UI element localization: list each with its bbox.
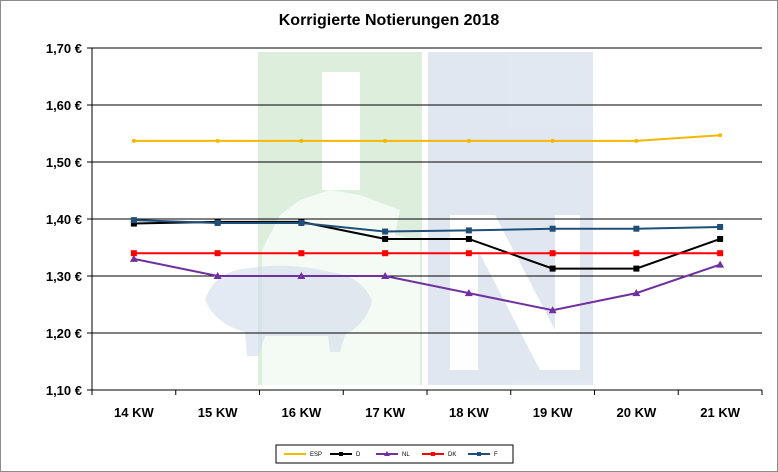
y-tick-label: 1,40 € bbox=[46, 212, 82, 227]
data-point-d bbox=[549, 265, 556, 272]
data-point-f bbox=[549, 225, 556, 232]
data-point-esp bbox=[550, 138, 555, 143]
data-point-dk bbox=[717, 250, 724, 257]
y-tick-label: 1,10 € bbox=[46, 383, 82, 398]
legend-marker bbox=[431, 452, 435, 456]
data-point-esp bbox=[299, 138, 304, 143]
x-axis-ticks: 14 KW 15 KW 16 KW 17 KW 18 KW 19 KW 20 KW 21 KW bbox=[91, 390, 763, 420]
data-point-f bbox=[633, 225, 640, 232]
legend-label-d: D bbox=[356, 452, 361, 458]
y-tick-label: 1,60 € bbox=[46, 98, 82, 113]
x-tick-label: 21 KW bbox=[700, 405, 740, 420]
data-point-d bbox=[717, 235, 724, 242]
data-point-nl bbox=[381, 272, 390, 279]
data-point-dk bbox=[130, 250, 137, 257]
legend-marker bbox=[477, 452, 481, 456]
series-line-d bbox=[133, 220, 721, 270]
data-point-nl bbox=[129, 254, 138, 262]
x-tick-label: 16 KW bbox=[282, 405, 322, 420]
series-line-nl bbox=[133, 257, 721, 312]
data-point-esp bbox=[718, 133, 723, 138]
data-point-nl bbox=[632, 289, 641, 297]
series-group bbox=[129, 133, 725, 314]
x-tick-label: 18 KW bbox=[449, 405, 489, 420]
legend-label-f: F bbox=[494, 452, 498, 458]
x-tick-label: 20 KW bbox=[617, 405, 657, 420]
data-point-dk bbox=[465, 250, 472, 257]
data-point-esp bbox=[466, 138, 471, 143]
data-point-esp bbox=[634, 138, 639, 143]
series-line-esp bbox=[133, 134, 721, 142]
data-point-d bbox=[633, 265, 640, 272]
data-point-f bbox=[214, 219, 221, 226]
series-line-f bbox=[133, 219, 721, 233]
data-point-f bbox=[382, 228, 389, 235]
y-tick-label: 1,30 € bbox=[46, 269, 82, 284]
data-point-esp bbox=[131, 138, 136, 143]
data-point-dk bbox=[549, 250, 556, 257]
x-tick-label: 15 KW bbox=[198, 405, 238, 420]
data-point-d bbox=[130, 220, 137, 227]
y-tick-label: 1,70 € bbox=[46, 41, 82, 56]
data-point-f bbox=[717, 223, 724, 230]
data-point-dk bbox=[382, 250, 389, 257]
data-point-nl bbox=[548, 306, 557, 314]
gridlines bbox=[92, 47, 762, 334]
y-axis-ticks: 1,10 € 1,20 € 1,30 € 1,40 € 1,50 € 1,60 € 1,70… bbox=[46, 41, 92, 398]
legend-label-esp: ESP bbox=[310, 452, 322, 458]
legend-marker bbox=[384, 451, 390, 456]
data-point-nl bbox=[464, 289, 473, 297]
legend-label-dk: DK bbox=[448, 452, 456, 458]
y-tick-label: 1,50 € bbox=[46, 155, 82, 170]
data-point-d bbox=[382, 235, 389, 242]
data-point-dk bbox=[298, 250, 305, 257]
y-tick-label: 1,20 € bbox=[46, 326, 82, 341]
data-point-f bbox=[465, 227, 472, 234]
legend: ESP D NL DK F bbox=[275, 444, 514, 464]
x-tick-label: 19 KW bbox=[533, 405, 573, 420]
legend-marker bbox=[339, 452, 343, 456]
data-point-dk bbox=[214, 250, 221, 257]
x-tick-label: 17 KW bbox=[365, 405, 405, 420]
data-point-f bbox=[298, 219, 305, 226]
data-point-d bbox=[465, 235, 472, 242]
x-tick-label: 14 KW bbox=[114, 405, 154, 420]
data-point-nl bbox=[213, 272, 222, 279]
data-point-f bbox=[130, 217, 137, 224]
chart-title: Korrigierte Notierungen 2018 bbox=[279, 12, 500, 29]
legend-label-nl: NL bbox=[402, 452, 410, 458]
data-point-dk bbox=[633, 250, 640, 257]
data-point-nl bbox=[716, 260, 725, 268]
data-point-esp bbox=[383, 138, 388, 143]
data-point-esp bbox=[215, 138, 220, 143]
data-point-nl bbox=[297, 272, 306, 279]
